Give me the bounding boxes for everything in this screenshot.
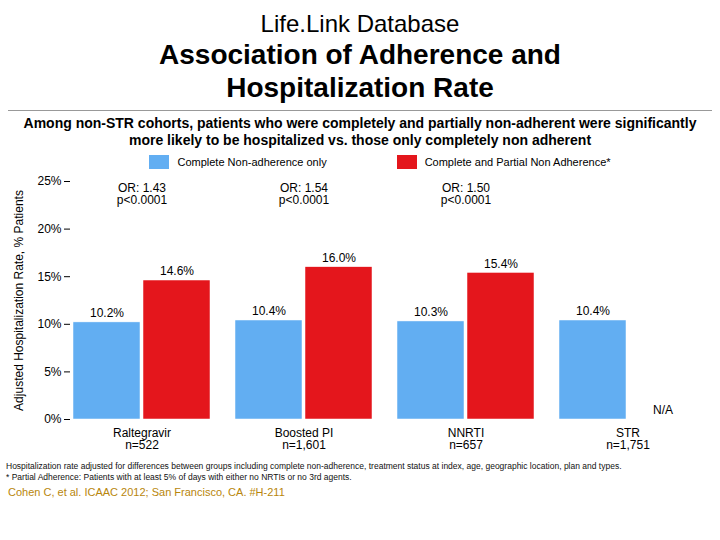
html-text:Life.Link Database: Life.Link Database (260, 10, 460, 37)
svg-text:Raltegravirn=522: Raltegravirn=522 (113, 426, 171, 452)
svg-text:10.4%: 10.4% (576, 304, 610, 318)
svg-text:OR: 1.50p<0.0001: OR: 1.50p<0.0001 (441, 181, 492, 207)
svg-text:N/A: N/A (653, 403, 673, 417)
svg-text:Adjusted Hospitalization Rate,: Adjusted Hospitalization Rate, % Patient… (12, 190, 26, 411)
svg-text:10%: 10% (37, 317, 61, 331)
svg-text:10.2%: 10.2% (90, 306, 124, 320)
html-text:Association of Adherence and H: Association of Adherence and Hospitaliza… (159, 39, 561, 103)
html-text:Cohen C, et al. ICAAC 2012; Sa: Cohen C, et al. ICAAC 2012; San Francisc… (8, 486, 285, 498)
svg-text:16.0%: 16.0% (322, 251, 356, 265)
svg-text:15%: 15% (37, 270, 61, 284)
html-text:Complete Non-adherence only: Complete Non-adherence only (177, 156, 327, 168)
html-text:Complete and Partial Non Adher: Complete and Partial Non Adherence* (424, 156, 611, 168)
svg-text:5%: 5% (44, 365, 62, 379)
svg-text:10.3%: 10.3% (414, 305, 448, 319)
svg-text:10.4%: 10.4% (252, 304, 286, 318)
svg-text:OR: 1.43p<0.0001: OR: 1.43p<0.0001 (117, 181, 168, 207)
svg-text:STRn=1,751: STRn=1,751 (606, 426, 650, 452)
svg-text:NNRTIn=657: NNRTIn=657 (448, 426, 484, 452)
svg-text:20%: 20% (37, 222, 61, 236)
html-text:* Partial Adherence: Patients: * Partial Adherence: Patients with at le… (6, 472, 352, 482)
svg-text:OR: 1.54p<0.0001: OR: 1.54p<0.0001 (279, 181, 330, 207)
svg-text:14.6%: 14.6% (160, 264, 194, 278)
svg-text:0%: 0% (44, 412, 62, 426)
html-text:Among non-STR cohorts, patient: Among non-STR cohorts, patients who were… (23, 115, 697, 148)
svg-text:15.4%: 15.4% (484, 257, 518, 271)
svg-text:25%: 25% (37, 174, 61, 188)
svg-text:Boosted PIn=1,601: Boosted PIn=1,601 (275, 426, 334, 452)
html-text:Hospitalization rate adjusted: Hospitalization rate adjusted for differ… (6, 461, 622, 471)
